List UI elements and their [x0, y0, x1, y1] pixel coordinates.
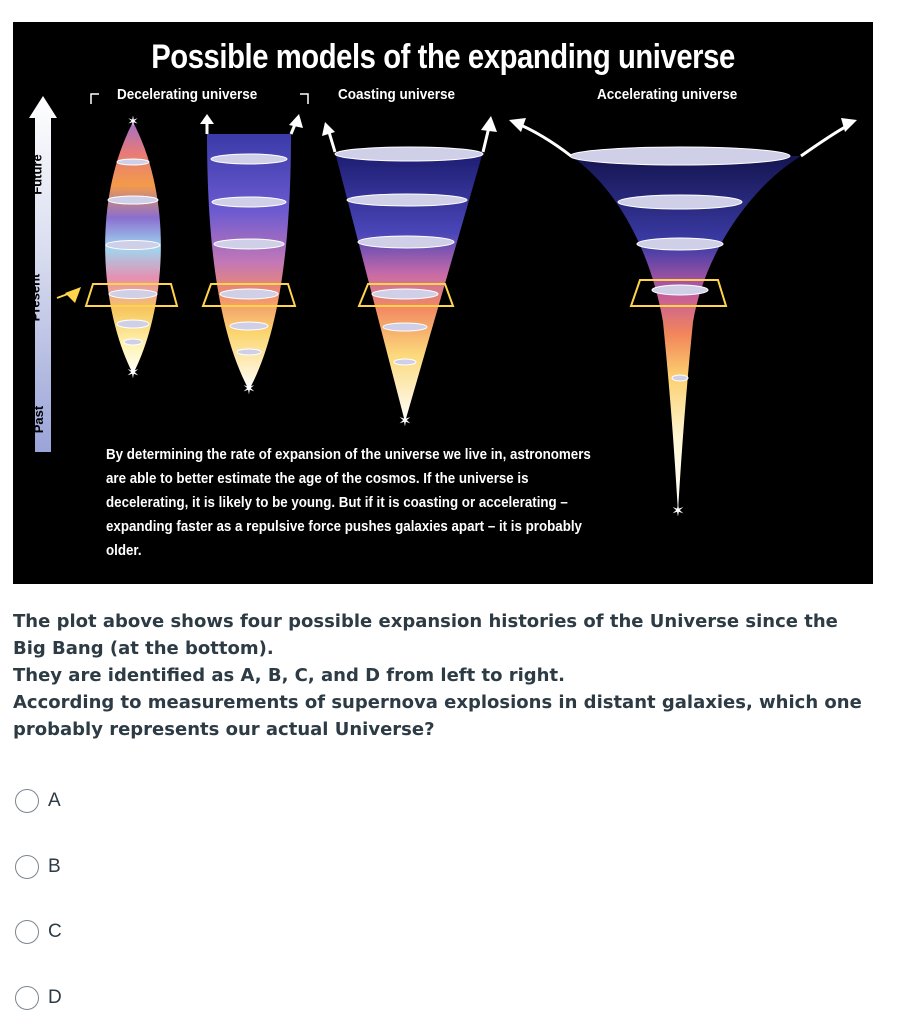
option-a[interactable]: A: [15, 786, 215, 816]
universe-models-figure: ✶ ✶ ✶: [13, 22, 873, 584]
model-c-coasting: ✶: [322, 116, 497, 430]
option-b[interactable]: B: [15, 852, 215, 882]
label-accelerating: Accelerating universe: [597, 86, 738, 103]
question-line-2: They are identified as A, B, C, and D fr…: [13, 665, 565, 686]
option-d-label[interactable]: D: [48, 987, 62, 1008]
figure-graphics: ✶ ✶ ✶: [29, 93, 857, 520]
option-a-label[interactable]: A: [48, 790, 61, 811]
svg-text:✶: ✶: [671, 503, 684, 520]
figure-caption: By determining the rate of expansion of …: [106, 447, 591, 559]
question-line-3: According to measurements of supernova e…: [13, 692, 862, 740]
model-a-decelerating: ✶ ✶: [84, 113, 179, 382]
svg-text:✶: ✶: [398, 413, 411, 430]
time-arrow: [29, 96, 81, 452]
figure-title: Possible models of the expanding univers…: [151, 38, 735, 76]
radio-button-b[interactable]: [15, 855, 39, 879]
time-label-future: Future: [29, 154, 45, 195]
question-line-1: The plot above shows four possible expan…: [13, 611, 838, 659]
radio-button-a[interactable]: [15, 789, 39, 813]
option-c[interactable]: C: [15, 917, 215, 947]
radio-button-d[interactable]: [15, 986, 39, 1010]
time-label-present: Present: [27, 273, 43, 322]
radio-button-c[interactable]: [15, 920, 39, 944]
option-d[interactable]: D: [15, 983, 215, 1013]
model-d-accelerating: ✶: [509, 118, 857, 520]
label-decelerating: Decelerating universe: [117, 86, 258, 103]
label-coasting: Coasting universe: [338, 86, 456, 103]
svg-text:✶: ✶: [242, 381, 255, 398]
option-c-label[interactable]: C: [48, 921, 62, 942]
model-b-decelerating-open: ✶: [200, 114, 303, 398]
option-b-label[interactable]: B: [48, 856, 61, 877]
question-text: The plot above shows four possible expan…: [13, 608, 883, 743]
time-label-past: Past: [31, 405, 47, 434]
svg-text:✶: ✶: [127, 113, 139, 129]
label-brackets: [90, 93, 309, 104]
svg-text:✶: ✶: [126, 365, 139, 382]
